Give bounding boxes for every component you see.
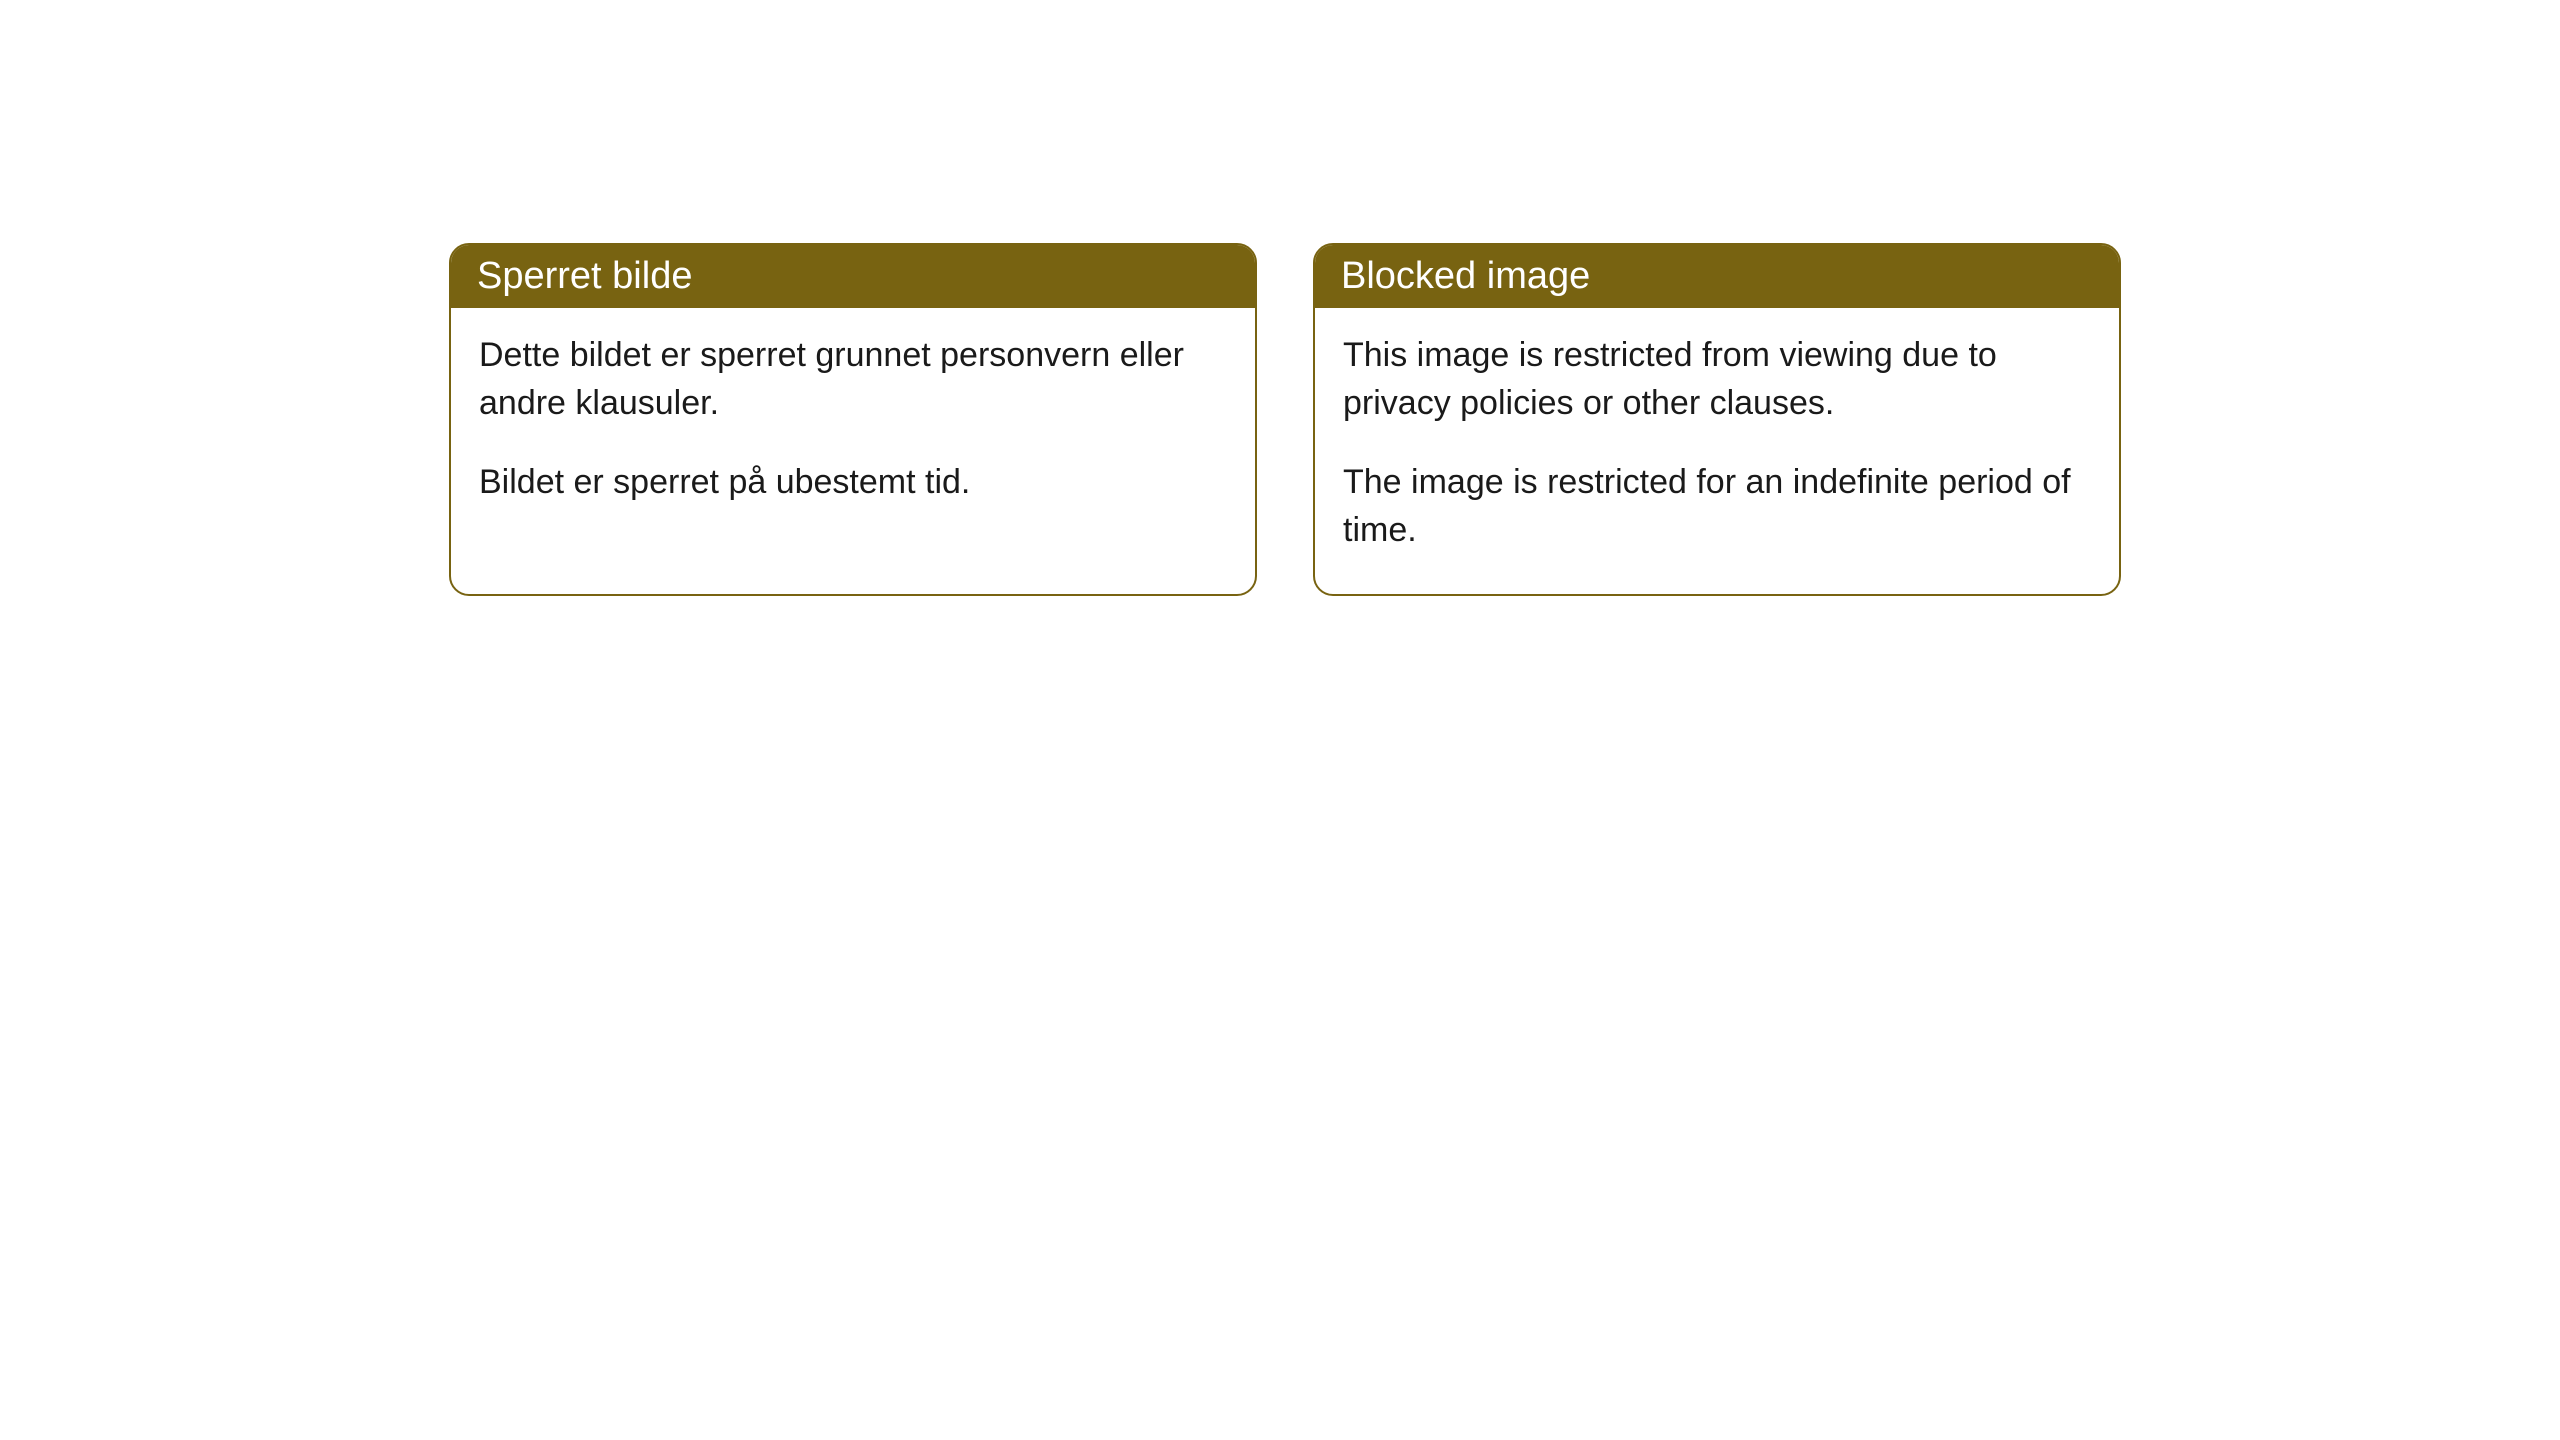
blocked-image-card-english: Blocked image This image is restricted f… (1313, 243, 2121, 596)
card-paragraph: Dette bildet er sperret grunnet personve… (479, 332, 1227, 427)
card-header: Blocked image (1315, 245, 2119, 308)
cards-container: Sperret bilde Dette bildet er sperret gr… (449, 243, 2121, 596)
card-paragraph: The image is restricted for an indefinit… (1343, 459, 2091, 554)
card-body: Dette bildet er sperret grunnet personve… (451, 308, 1255, 547)
blocked-image-card-norwegian: Sperret bilde Dette bildet er sperret gr… (449, 243, 1257, 596)
card-header: Sperret bilde (451, 245, 1255, 308)
card-body: This image is restricted from viewing du… (1315, 308, 2119, 594)
card-paragraph: Bildet er sperret på ubestemt tid. (479, 459, 1227, 507)
card-paragraph: This image is restricted from viewing du… (1343, 332, 2091, 427)
